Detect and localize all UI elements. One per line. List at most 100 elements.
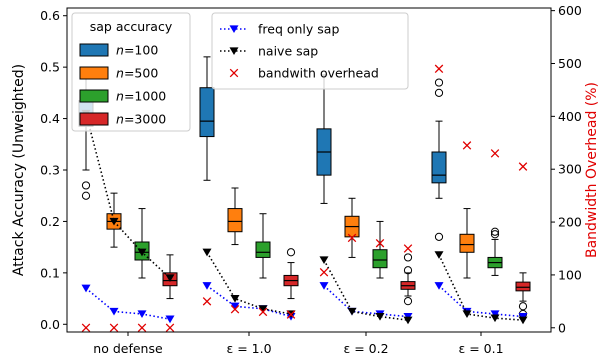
box-1000-1 [255, 213, 271, 279]
y2-tick-label: 100 [558, 267, 582, 282]
overhead-point [347, 233, 357, 243]
line-1-3 [438, 254, 524, 321]
outlier-point [434, 88, 444, 97]
box-body [255, 241, 271, 258]
line-marker [81, 284, 91, 293]
legend-marker [229, 25, 239, 34]
box-100-3 [431, 78, 447, 241]
line-marker [434, 282, 444, 290]
box-3000-3 [515, 272, 531, 319]
outlier-point [490, 230, 500, 239]
line-marker [230, 294, 240, 303]
outlier-point [518, 302, 528, 311]
legend-swatch-500 [79, 66, 109, 80]
overhead-point [434, 64, 444, 74]
x-axis: no defense ε = 1.0 ε = 0.2 ε = 0.1 [93, 332, 504, 356]
line-0-0 [85, 287, 171, 320]
outlier-point [403, 297, 413, 306]
box-1000-3 [487, 227, 503, 276]
line-marker [518, 316, 528, 325]
y2-tick-label: 500 [558, 56, 582, 71]
y-tick-label: 0.3 [40, 163, 60, 178]
outlier-point [490, 227, 500, 236]
overhead-point [137, 323, 147, 333]
box-body [372, 249, 388, 269]
box-legend-title: sap accuracy [90, 19, 173, 34]
y-tick-label: 0.1 [40, 265, 60, 280]
line-marker [109, 217, 119, 226]
line-marker [202, 282, 212, 290]
box-body [199, 87, 215, 138]
overhead-point [518, 162, 528, 171]
line-marker [347, 307, 357, 316]
line-legend-frame [211, 12, 409, 90]
y2-tick-label: 400 [558, 109, 582, 124]
overhead-point [403, 244, 413, 253]
line-marker [137, 248, 147, 257]
box-3000-2 [400, 253, 416, 306]
y-tick-label: 0.4 [40, 111, 60, 126]
y2-tick-label: 200 [558, 215, 582, 230]
outlier-point [81, 181, 91, 190]
y-tick-label: 0.2 [40, 214, 60, 229]
legend-cross [229, 68, 239, 78]
y-tick-label: 0.6 [40, 8, 60, 23]
line-marker [109, 307, 119, 316]
x-tick-label: no defense [93, 341, 163, 356]
box-500-1 [227, 187, 243, 246]
x-tick-label: ε = 0.2 [343, 341, 388, 356]
y2-tick-label: 0 [558, 320, 566, 335]
line-marker [319, 282, 329, 290]
legend-label: bandwith overhead [258, 66, 379, 81]
y2-axis-label: Bandwidth Overhead (%) [584, 82, 600, 258]
left-y-axis: 0.0 0.1 0.2 0.3 0.4 0.5 0.6 [40, 8, 67, 332]
legend-swatch-100 [79, 43, 109, 57]
line-marker [375, 312, 385, 321]
box-legend: sap accuracy n=100 n=500 n=1000 n=3000 [71, 12, 191, 132]
box-500-2 [344, 197, 360, 258]
line-marker [165, 315, 175, 324]
legend-label: freq only sap [258, 22, 339, 37]
y2-tick-label: 600 [558, 3, 582, 18]
overhead-point [319, 268, 329, 277]
outlier-point [403, 266, 413, 275]
overhead-point [258, 307, 268, 317]
line-0-2 [323, 285, 409, 318]
legend-label-500: n=500 [116, 66, 158, 81]
line-marker [434, 251, 444, 259]
x-tick-label: ε = 1.0 [226, 341, 271, 356]
legend-label: naive sap [258, 44, 318, 59]
line-1-0 [85, 113, 171, 279]
overhead-point [490, 149, 500, 158]
outlier-point [434, 232, 444, 241]
overhead-point [375, 238, 385, 248]
line-marker [462, 310, 472, 319]
overhead-point [462, 141, 472, 150]
y-tick-label: 0.5 [40, 60, 60, 75]
line-marker [319, 256, 329, 265]
box-3000-1 [283, 248, 299, 300]
box-1000-0 [134, 208, 150, 279]
legend-swatch-3000 [79, 112, 109, 126]
y-tick-label: 0.0 [40, 317, 60, 332]
line-legend: freq only sap naive sap bandwith overhead [211, 12, 409, 90]
line-marker [230, 302, 240, 311]
line-marker [403, 316, 413, 325]
overhead-point [230, 305, 240, 314]
outlier-point [286, 248, 296, 257]
line-marker [202, 248, 212, 257]
line-marker [258, 305, 268, 313]
overhead-point [286, 310, 296, 319]
line-0-3 [438, 285, 524, 318]
overhead-point [202, 297, 212, 306]
right-y-axis: 0 100 200 300 400 500 600 [551, 3, 582, 335]
box-1000-2 [372, 220, 388, 279]
outlier-point [403, 253, 413, 262]
legend-label-100: n=100 [116, 43, 158, 58]
legend-label-3000: n=3000 [116, 112, 166, 127]
legend-swatch-1000 [79, 89, 109, 103]
box-500-3 [459, 208, 475, 279]
legend-label-1000: n=1000 [116, 89, 166, 104]
overhead-point [81, 323, 91, 333]
